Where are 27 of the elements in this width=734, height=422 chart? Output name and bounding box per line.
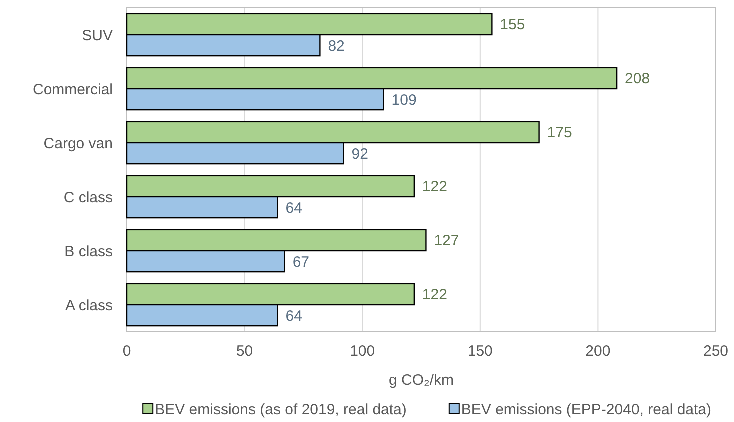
x-tick-label: 150: [468, 343, 493, 360]
y-tick-label: SUV: [82, 27, 113, 44]
y-tick-label: C class: [64, 189, 113, 206]
data-label: 64: [286, 308, 302, 325]
x-tick-label: 200: [586, 343, 611, 360]
data-label: 127: [434, 232, 460, 250]
y-tick-label: Cargo van: [44, 135, 113, 152]
x-tick-label: 50: [236, 343, 254, 360]
x-tick-label: 100: [350, 343, 376, 360]
y-tick-label: Commercial: [32, 81, 113, 98]
data-label: 208: [625, 70, 650, 88]
data-label: 122: [422, 286, 448, 304]
legend-label: BEV emissions (EPP-2040, real data): [461, 401, 712, 418]
data-label: 109: [392, 92, 417, 109]
data-label: 67: [292, 254, 310, 271]
data-label: 92: [352, 146, 368, 163]
y-tick-label: A class: [65, 297, 113, 314]
y-tick-label: B class: [64, 243, 113, 260]
x-tick-label: 250: [703, 343, 729, 360]
data-label: 122: [422, 178, 448, 196]
x-tick-label: 0: [122, 343, 132, 360]
data-label: 155: [500, 16, 526, 34]
data-label: 175: [547, 124, 572, 142]
x-axis-title: g CO₂/km: [389, 372, 454, 389]
data-label: 64: [286, 200, 302, 217]
data-label: 82: [328, 38, 345, 55]
legend-label: BEV emissions (as of 2019, real data): [155, 401, 407, 418]
